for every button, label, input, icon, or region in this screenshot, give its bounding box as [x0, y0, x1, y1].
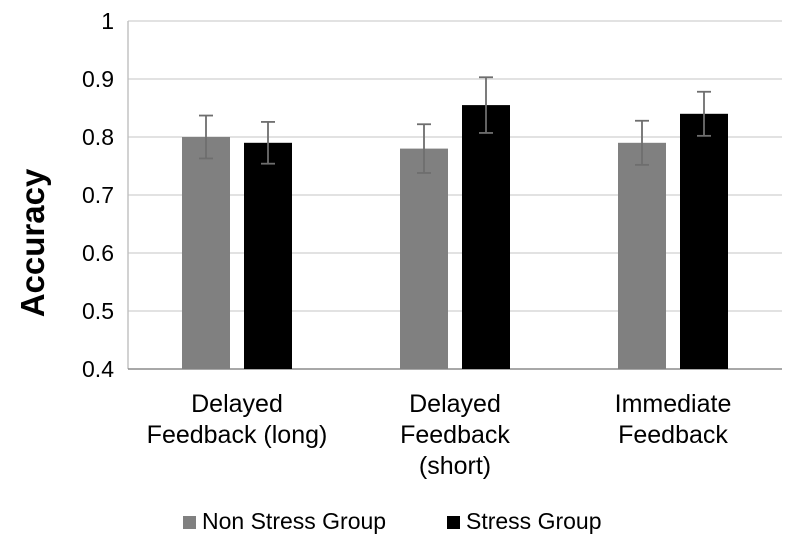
y-tick-label: 0.5: [82, 298, 114, 324]
y-tick-label: 0.9: [82, 66, 114, 92]
y-axis-title: Accuracy: [14, 168, 51, 317]
bars: [182, 105, 728, 369]
legend-label-stress: Stress Group: [466, 508, 602, 534]
gridlines: [128, 20, 782, 312]
y-tick-label: 0.4: [82, 356, 114, 382]
x-category-label: (short): [419, 452, 491, 480]
bar-non-stress-0: [182, 137, 230, 369]
bar-non-stress-1: [400, 148, 448, 369]
legend-swatch-stress: [447, 516, 460, 529]
x-category-label: Feedback (long): [147, 421, 328, 449]
y-tick-label: 1: [101, 8, 114, 34]
legend-label-non-stress: Non Stress Group: [202, 508, 386, 534]
labels: 0.4 0.5 0.6 0.7 0.8 0.9 1 Accuracy Delayed Feedba…: [14, 8, 731, 480]
y-tick-label: 0.7: [82, 182, 114, 208]
error-bars: [199, 76, 711, 174]
bar-stress-1: [462, 105, 510, 369]
x-category-label: Delayed: [409, 390, 501, 418]
legend-swatch-non-stress: [183, 516, 196, 529]
x-category-label: Feedback: [618, 421, 728, 449]
x-category-label: Delayed: [191, 390, 283, 418]
bar-non-stress-2: [618, 142, 666, 369]
bar-stress-0: [244, 142, 292, 369]
y-tick-label: 0.6: [82, 240, 114, 266]
x-category-label: Feedback: [400, 421, 510, 449]
axes: [127, 21, 782, 370]
legend: Non Stress Group Stress Group: [183, 508, 602, 534]
bar-stress-2: [680, 113, 728, 369]
x-category-label: Immediate: [615, 390, 732, 418]
y-tick-label: 0.8: [82, 124, 114, 150]
